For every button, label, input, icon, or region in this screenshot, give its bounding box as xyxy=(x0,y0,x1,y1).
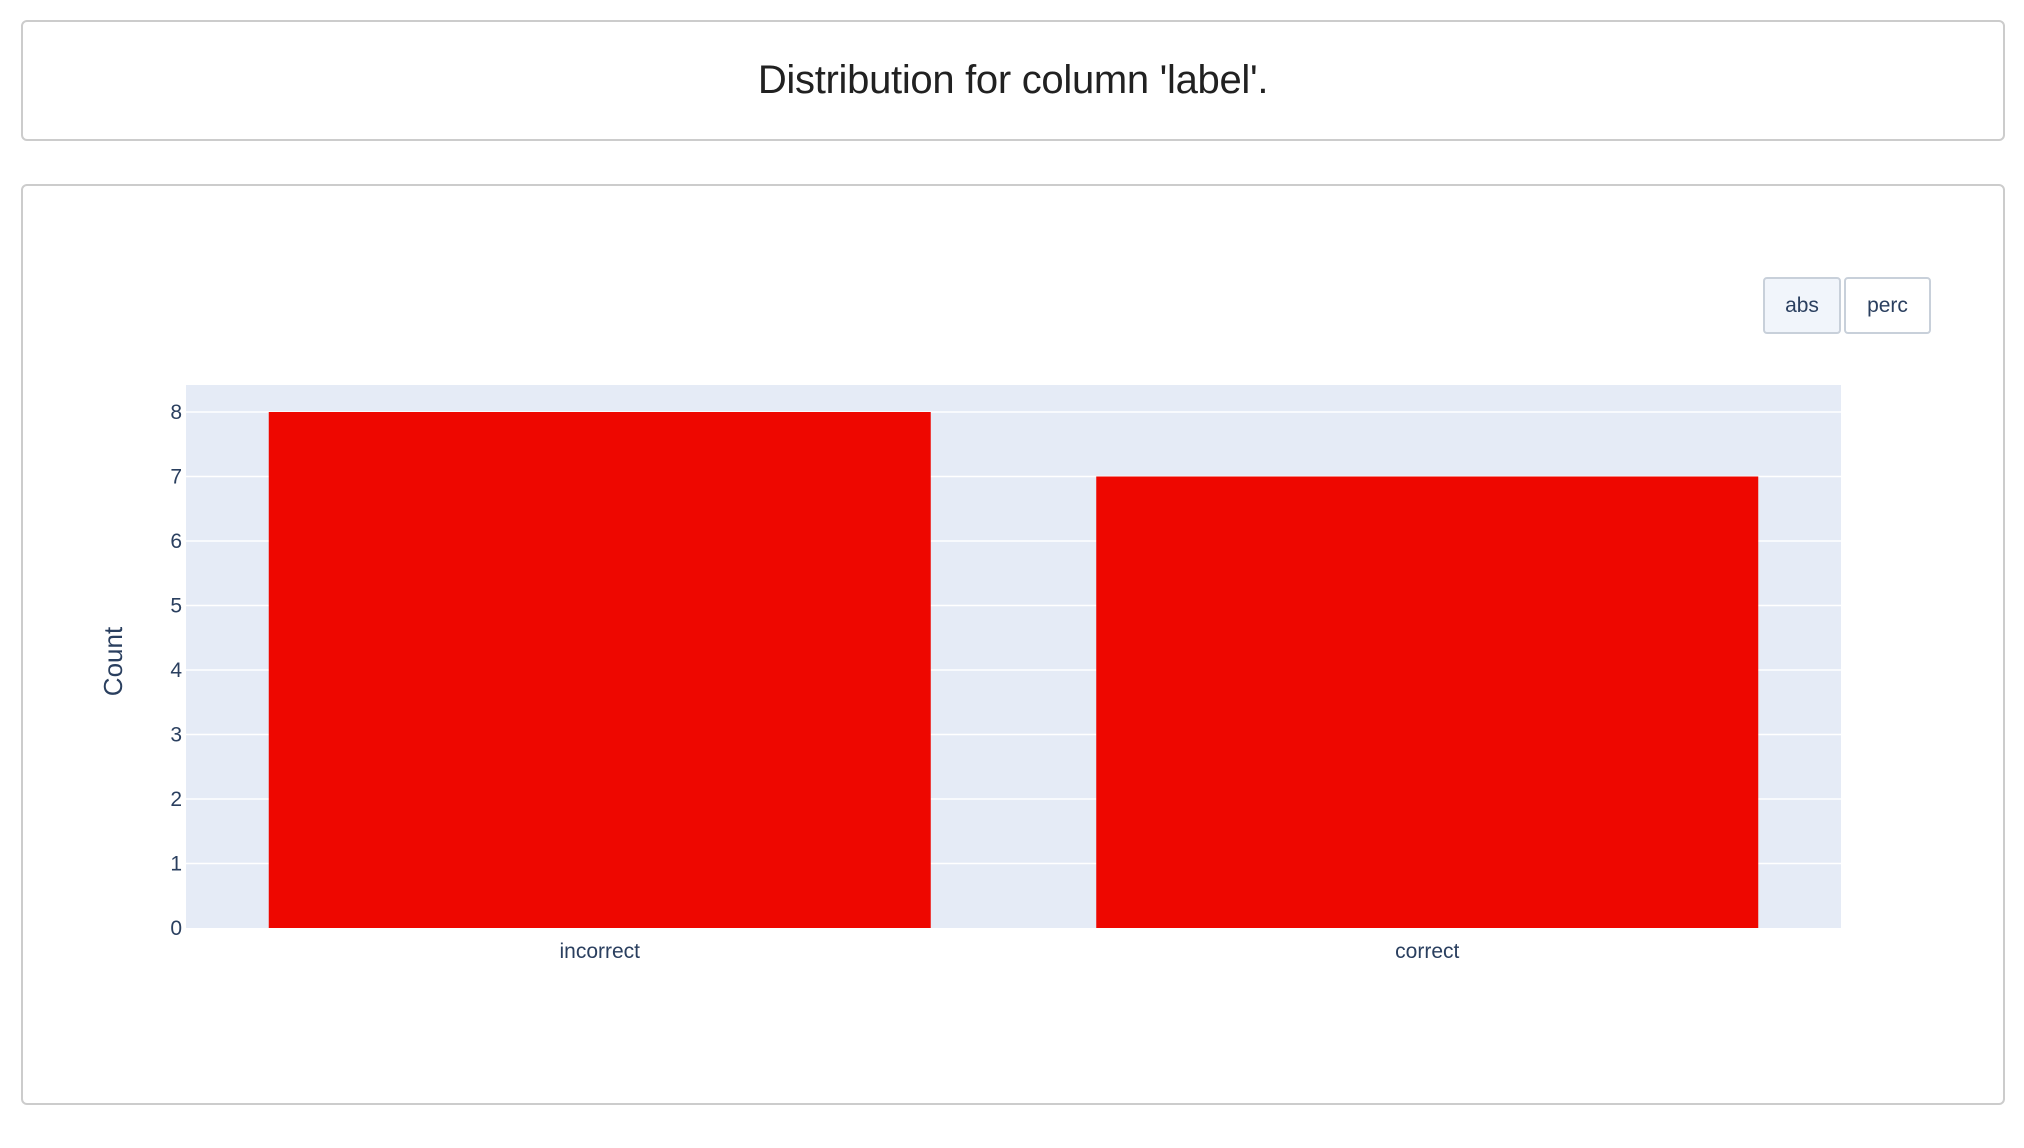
y-axis-title: Count xyxy=(98,626,128,696)
y-tick-label: 3 xyxy=(170,724,182,747)
perc-button[interactable]: perc xyxy=(1844,277,1931,334)
y-tick-label: 1 xyxy=(170,853,182,876)
x-tick-label: correct xyxy=(1395,940,1459,963)
y-tick-label: 8 xyxy=(170,401,182,424)
bar-incorrect xyxy=(268,412,931,928)
y-tick-label: 4 xyxy=(170,659,182,682)
y-tick-label: 0 xyxy=(170,917,182,940)
title-card: Distribution for column 'label'. xyxy=(21,20,2005,141)
y-tick-label: 5 xyxy=(170,595,182,618)
bar-chart: 0 1 2 3 4 5 6 7 8 incorrect correct Count xyxy=(98,385,1841,963)
x-tick-label: incorrect xyxy=(559,940,640,963)
page-title: Distribution for column 'label'. xyxy=(757,58,1269,102)
y-tick-label: 7 xyxy=(170,466,182,489)
y-tick-label: 6 xyxy=(170,530,182,553)
y-tick-label: 2 xyxy=(170,788,182,811)
abs-button[interactable]: abs xyxy=(1763,277,1841,334)
chart-card: abs perc 0 1 2 3 4 5 6 7 8 incorrect correct Count xyxy=(21,184,2005,1105)
bar-correct xyxy=(1096,476,1759,928)
